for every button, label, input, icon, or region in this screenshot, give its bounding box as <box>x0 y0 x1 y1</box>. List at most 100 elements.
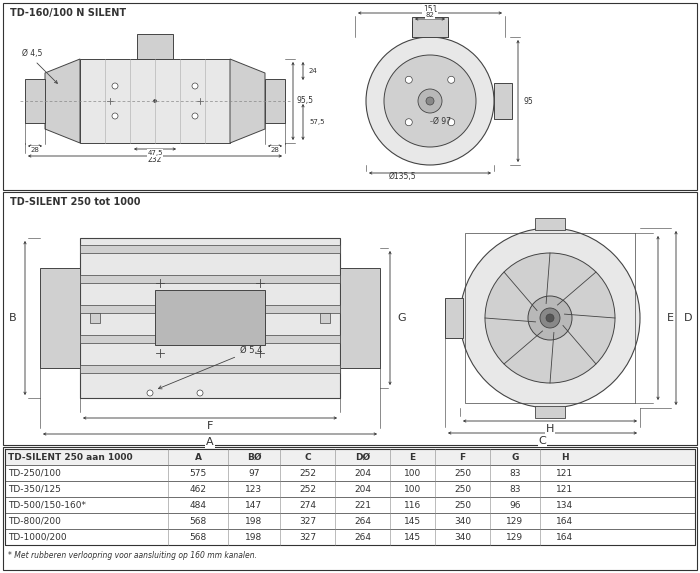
Circle shape <box>112 83 118 89</box>
Text: 164: 164 <box>556 532 573 541</box>
Text: TD-800/200: TD-800/200 <box>8 516 61 525</box>
Text: 83: 83 <box>510 485 521 493</box>
Text: 340: 340 <box>454 516 471 525</box>
Text: 83: 83 <box>510 469 521 477</box>
Text: B: B <box>9 313 17 323</box>
Text: 250: 250 <box>454 485 471 493</box>
Circle shape <box>426 97 434 105</box>
Bar <box>25 79 45 123</box>
Text: G: G <box>398 313 406 323</box>
Bar <box>80 305 340 313</box>
Text: 96: 96 <box>510 500 521 509</box>
Text: C: C <box>538 436 547 446</box>
Text: 327: 327 <box>299 532 316 541</box>
Text: 121: 121 <box>556 485 573 493</box>
Bar <box>80 275 340 283</box>
Circle shape <box>485 253 615 383</box>
Text: 462: 462 <box>190 485 206 493</box>
Bar <box>80 335 340 343</box>
Text: 97: 97 <box>248 469 260 477</box>
Text: TD-SILENT 250 tot 1000: TD-SILENT 250 tot 1000 <box>10 197 141 207</box>
Text: 264: 264 <box>354 516 371 525</box>
Bar <box>535 406 565 418</box>
Text: 264: 264 <box>354 532 371 541</box>
Bar <box>80 245 340 253</box>
Text: 327: 327 <box>299 516 316 525</box>
Bar <box>320 313 330 323</box>
Circle shape <box>192 113 198 119</box>
Circle shape <box>448 119 455 125</box>
Bar <box>3 192 697 445</box>
Bar <box>40 268 80 368</box>
Text: 28: 28 <box>271 147 279 153</box>
Text: 28: 28 <box>31 147 39 153</box>
Text: H: H <box>561 453 569 461</box>
Text: 151: 151 <box>423 5 438 14</box>
Bar <box>155 290 265 345</box>
Text: 116: 116 <box>404 500 421 509</box>
Circle shape <box>540 308 560 328</box>
Circle shape <box>192 83 198 89</box>
Text: F: F <box>206 421 214 431</box>
Text: DØ: DØ <box>355 453 370 461</box>
Bar <box>80 238 340 398</box>
Text: H: H <box>546 424 554 434</box>
Circle shape <box>448 76 455 83</box>
Text: BØ: BØ <box>246 453 261 461</box>
Circle shape <box>147 390 153 396</box>
Circle shape <box>460 228 640 408</box>
Text: F: F <box>459 453 466 461</box>
Text: * Met rubberen verloopring voor aansluiting op 160 mm kanalen.: * Met rubberen verloopring voor aansluit… <box>8 551 257 560</box>
Circle shape <box>384 55 476 147</box>
Text: 100: 100 <box>404 485 421 493</box>
Text: 95,5: 95,5 <box>297 96 314 105</box>
Text: 147: 147 <box>246 500 262 509</box>
Bar <box>445 298 463 338</box>
Text: 204: 204 <box>354 485 371 493</box>
Bar <box>3 447 697 570</box>
Text: Ø 97: Ø 97 <box>433 116 451 125</box>
Text: 204: 204 <box>354 469 371 477</box>
Bar <box>494 83 512 119</box>
Text: TD-1000/200: TD-1000/200 <box>8 532 66 541</box>
Text: 221: 221 <box>354 500 371 509</box>
Text: 340: 340 <box>454 532 471 541</box>
Text: Ø135,5: Ø135,5 <box>389 171 416 180</box>
Text: TD-250/100: TD-250/100 <box>8 469 61 477</box>
Text: 82: 82 <box>426 12 435 18</box>
Text: 145: 145 <box>404 516 421 525</box>
Text: 252: 252 <box>299 469 316 477</box>
Text: 24: 24 <box>309 68 317 74</box>
Text: G: G <box>511 453 519 461</box>
Text: 252: 252 <box>299 485 316 493</box>
Circle shape <box>405 119 412 125</box>
Text: A: A <box>195 453 202 461</box>
Text: 198: 198 <box>246 516 262 525</box>
Circle shape <box>528 296 572 340</box>
Text: TD-500/150-160*: TD-500/150-160* <box>8 500 86 509</box>
Bar <box>90 313 100 323</box>
Bar <box>535 218 565 230</box>
Circle shape <box>546 314 554 322</box>
Text: 145: 145 <box>404 532 421 541</box>
Text: 164: 164 <box>556 516 573 525</box>
Text: 568: 568 <box>190 532 206 541</box>
Text: 121: 121 <box>556 469 573 477</box>
Bar <box>465 233 635 403</box>
Text: 198: 198 <box>246 532 262 541</box>
Circle shape <box>418 89 442 113</box>
Text: C: C <box>304 453 311 461</box>
Bar <box>340 268 380 368</box>
Bar <box>5 449 695 465</box>
Text: 250: 250 <box>454 500 471 509</box>
Text: 232: 232 <box>148 155 162 164</box>
Text: 274: 274 <box>299 500 316 509</box>
Bar <box>412 17 448 37</box>
Text: E: E <box>410 453 416 461</box>
Text: 47,5: 47,5 <box>147 150 162 156</box>
Text: Ø 5,4: Ø 5,4 <box>158 346 262 389</box>
Text: 129: 129 <box>506 516 524 525</box>
Text: TD-350/125: TD-350/125 <box>8 485 61 493</box>
Bar <box>137 34 173 59</box>
Polygon shape <box>230 59 265 143</box>
